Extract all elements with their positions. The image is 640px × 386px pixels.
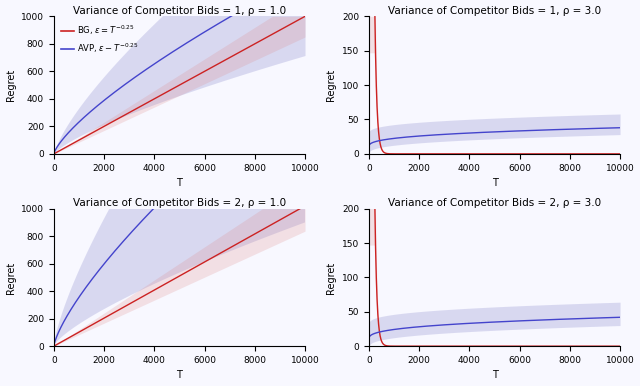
Y-axis label: Regret: Regret [326,69,337,101]
Title: Variance of Competitor Bids = 2, ρ = 1.0: Variance of Competitor Bids = 2, ρ = 1.0 [73,198,286,208]
Y-axis label: Regret: Regret [6,261,15,293]
Title: Variance of Competitor Bids = 2, ρ = 3.0: Variance of Competitor Bids = 2, ρ = 3.0 [388,198,601,208]
Title: Variance of Competitor Bids = 1, ρ = 3.0: Variance of Competitor Bids = 1, ρ = 3.0 [388,5,601,15]
X-axis label: T: T [492,178,497,188]
Legend: BG, $\varepsilon = T^{-0.25}$, AVP, $\varepsilon - T^{-0.25}$: BG, $\varepsilon = T^{-0.25}$, AVP, $\va… [58,20,142,58]
X-axis label: T: T [177,371,182,381]
Title: Variance of Competitor Bids = 1, ρ = 1.0: Variance of Competitor Bids = 1, ρ = 1.0 [73,5,286,15]
Y-axis label: Regret: Regret [326,261,337,293]
X-axis label: T: T [492,371,497,381]
Y-axis label: Regret: Regret [6,69,15,101]
X-axis label: T: T [177,178,182,188]
